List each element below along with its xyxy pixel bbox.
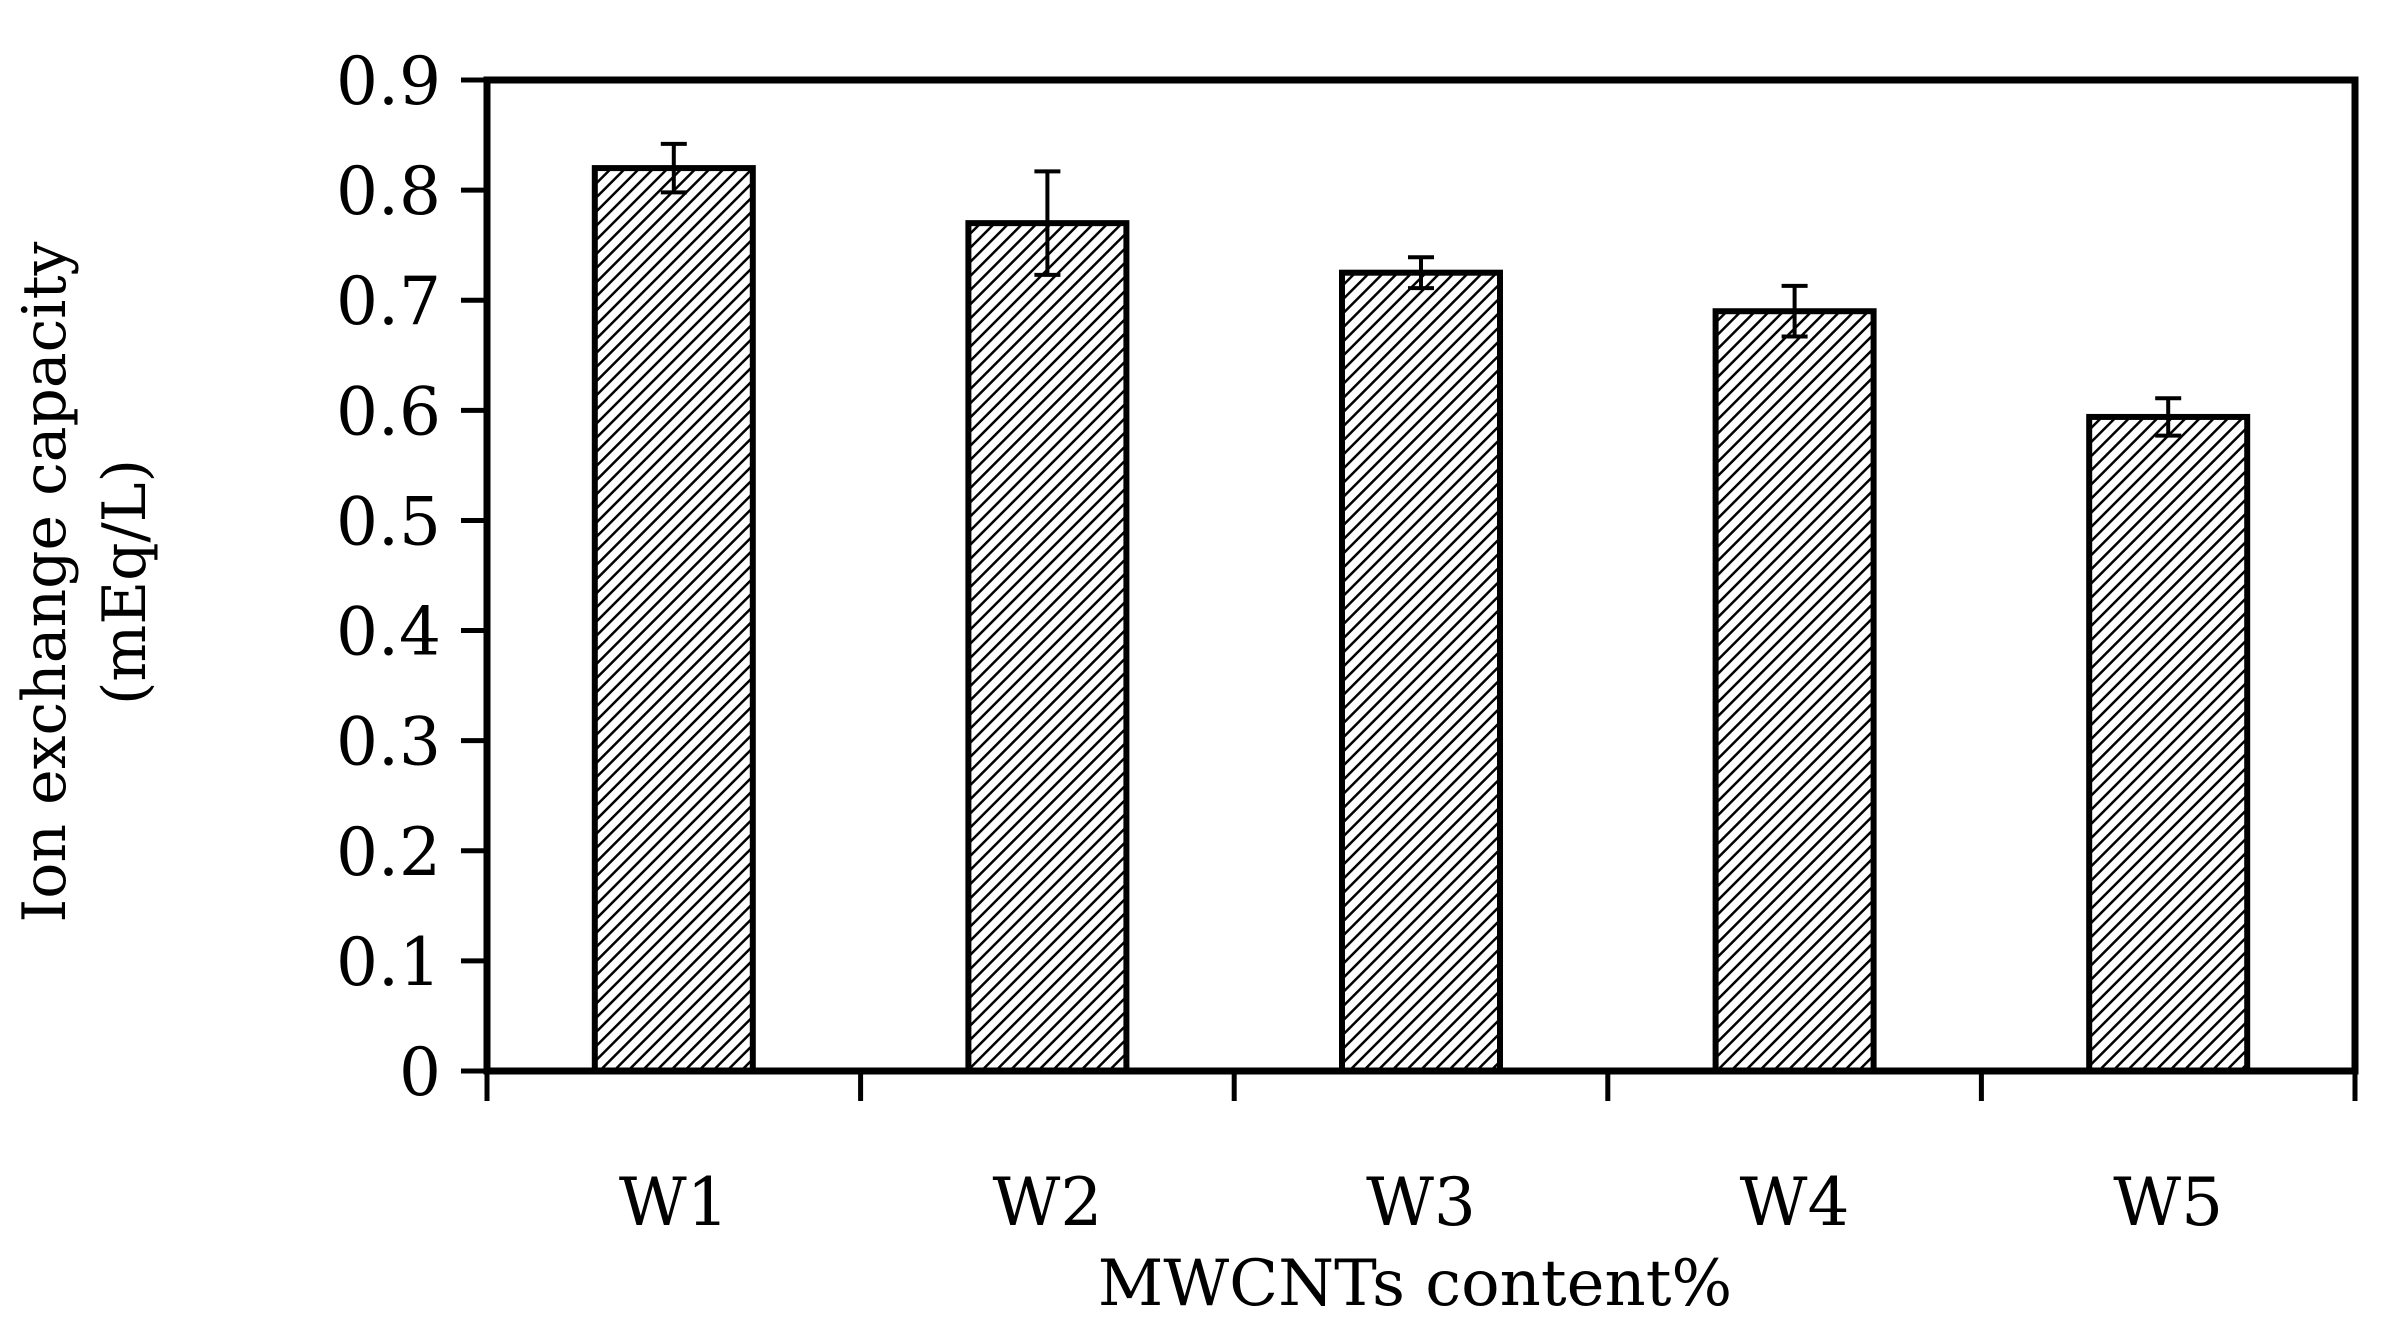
y-tick-label: 0.9 [336, 43, 441, 120]
error-bar-w2 [1034, 169, 1061, 277]
error-bar-w3 [1408, 255, 1434, 291]
bar-w4 [1712, 308, 1877, 1074]
y-axis-title-line-1: Ion exchange capacity [10, 241, 80, 922]
bar-w3 [1339, 269, 1503, 1074]
x-tick-label: W1 [619, 1164, 729, 1241]
bar-w5 [2086, 413, 2251, 1074]
y-tick-label: 0.6 [336, 373, 441, 450]
x-axis-title: MWCNTs content% [1098, 1247, 1732, 1321]
y-tick-label: 0.7 [336, 263, 441, 340]
error-bar-w1 [660, 141, 687, 195]
y-tick-label: 0.2 [336, 814, 441, 891]
y-tick-label: 0.4 [336, 594, 441, 671]
y-tick-label: 0.1 [336, 924, 441, 1001]
bar-w2 [965, 220, 1130, 1074]
bar-w1 [591, 165, 756, 1075]
x-tick-label: W2 [992, 1164, 1102, 1241]
y-tick-label: 0 [399, 1034, 441, 1111]
y-tick-label: 0.3 [336, 704, 441, 781]
y-tick-label: 0.8 [336, 153, 441, 230]
error-bar-w4 [1781, 283, 1808, 339]
y-tick-label: 0.5 [336, 483, 441, 560]
plot-frame [483, 76, 2359, 1075]
x-tick-label: W4 [1740, 1164, 1850, 1241]
error-bar-w5 [2155, 396, 2182, 438]
x-tick-label: W3 [1366, 1164, 1476, 1241]
y-axis-title-line-2: (mEq/L) [90, 459, 160, 705]
x-tick-label: W5 [2113, 1164, 2223, 1241]
